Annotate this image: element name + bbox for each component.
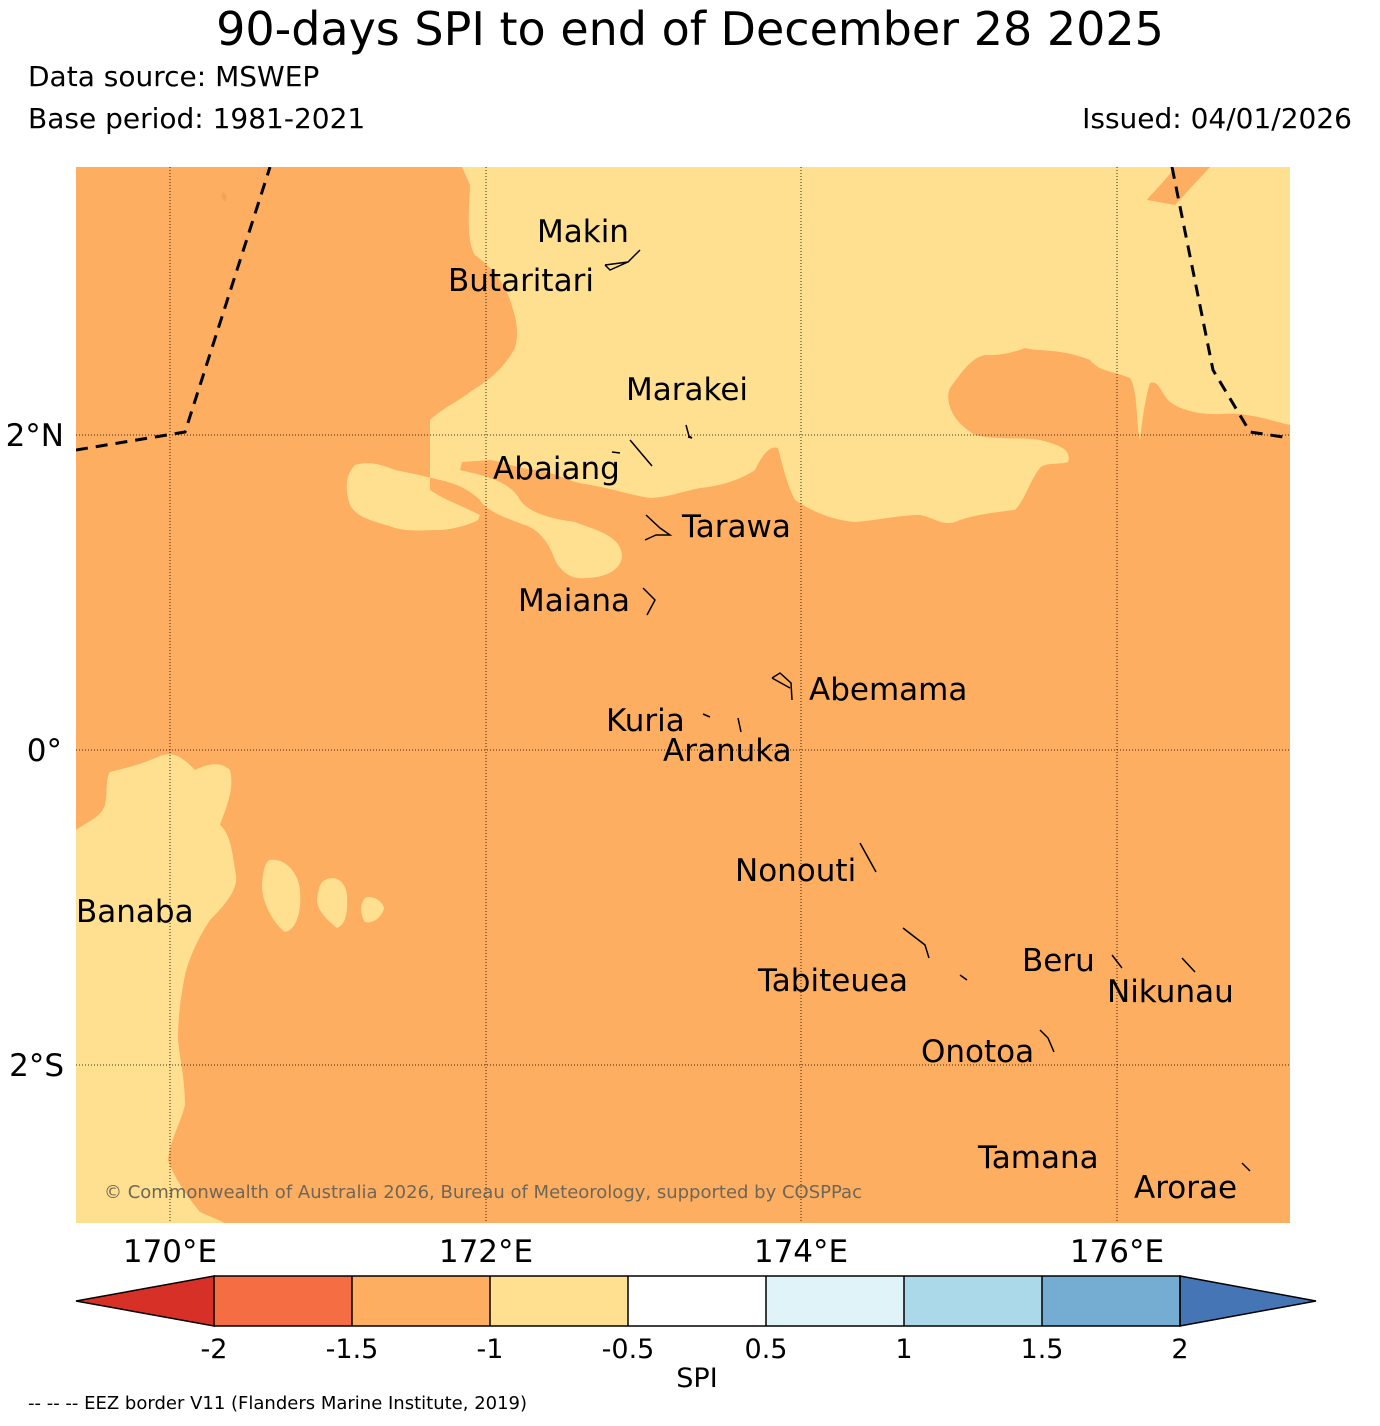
island-shape-tarawa (644, 514, 673, 541)
label-butaritari: Butaritari (448, 263, 594, 299)
base-period-label: Base period: 1981-2021 (28, 102, 366, 135)
label-marakei: Marakei (626, 372, 748, 408)
colorbar-tick: -1.5 (326, 1334, 379, 1365)
spi-colorbar: -2 -1.5 -1 -0.5 0.5 1 1.5 2 SPI (75, 1275, 1317, 1394)
island-shape-arorae (1241, 1162, 1251, 1172)
island-shape-butaritari (604, 249, 641, 271)
colorbar-tick: 2 (1171, 1334, 1188, 1365)
island-shape-beru (1111, 954, 1123, 969)
spi-patch-nw (221, 192, 227, 202)
label-nonouti: Nonouti (735, 853, 856, 889)
colorbar-tick: 1 (895, 1334, 912, 1365)
colorbar-title: SPI (676, 1363, 717, 1394)
colorbar-class-4 (628, 1276, 766, 1326)
island-shape-abaiang (611, 439, 653, 467)
lat-tick-2n: 2°N (6, 418, 64, 454)
label-arorae: Arorae (1134, 1170, 1237, 1206)
label-abemama: Abemama (809, 672, 967, 708)
island-shape-nikunau (1181, 957, 1196, 973)
label-onotoa: Onotoa (921, 1034, 1034, 1070)
colorbar-class-2 (352, 1276, 490, 1326)
colorbar-extend-low (75, 1275, 215, 1327)
label-maiana: Maiana (518, 583, 630, 619)
label-tarawa: Tarawa (681, 509, 791, 545)
spi-patch-w1 (262, 859, 301, 932)
lat-tick-0: 0° (27, 733, 62, 769)
eez-border (76, 167, 1290, 452)
colorbar-tick: -0.5 (602, 1334, 655, 1365)
label-tabiteuea: Tabiteuea (757, 963, 908, 999)
colorbar-tick: -1 (477, 1334, 504, 1365)
spi-field (76, 167, 1290, 1223)
lon-tick-174: 174°E (754, 1234, 848, 1270)
issued-date-label: Issued: 04/01/2026 (1082, 102, 1352, 135)
copyright-notice: © Commonwealth of Australia 2026, Bureau… (104, 1182, 862, 1203)
island-shape-nonouti (859, 842, 877, 873)
colorbar-class-1 (214, 1276, 352, 1326)
axis-labels: 170°E 172°E 174°E 176°E 2°N 0° 2°S (6, 418, 1165, 1270)
colorbar-class-7 (1042, 1276, 1180, 1326)
colorbar-tick: 1.5 (1021, 1334, 1064, 1365)
spi-region-north (346, 167, 1290, 579)
lon-tick-172: 172°E (439, 1234, 533, 1270)
spi-patch-w3 (361, 897, 384, 923)
lon-tick-170: 170°E (123, 1234, 217, 1270)
colorbar-class-3 (490, 1276, 628, 1326)
island-shape-aranuka (737, 717, 742, 733)
island-shape-marakei (685, 424, 693, 439)
island-shape-tabiteuea (902, 927, 968, 981)
island-outlines (604, 249, 1251, 1172)
lat-tick-2s: 2°S (9, 1048, 64, 1084)
lon-tick-176: 176°E (1070, 1234, 1164, 1270)
island-shape-maiana (642, 587, 656, 616)
data-source-label: Data source: MSWEP (28, 60, 320, 93)
label-kuria: Kuria (606, 703, 685, 739)
island-labels: Makin Butaritari Marakei Abaiang Tarawa … (76, 214, 1237, 1206)
colorbar-class-6 (904, 1276, 1042, 1326)
label-nikunau: Nikunau (1107, 974, 1234, 1010)
label-banaba: Banaba (76, 894, 194, 930)
spi-patch-w2 (317, 878, 348, 928)
colorbar-tick: 0.5 (745, 1334, 788, 1365)
eez-footnote: -- -- -- EEZ border V11 (Flanders Marine… (28, 1393, 528, 1414)
label-abaiang: Abaiang (493, 451, 620, 487)
spi-region-west (76, 754, 237, 1223)
colorbar-tick: -2 (201, 1334, 228, 1365)
island-shape-onotoa (1039, 1029, 1055, 1053)
gridlines (76, 167, 1290, 1223)
island-shape-abemama (771, 672, 793, 701)
label-makin: Makin (537, 214, 629, 250)
colorbar-class-5 (766, 1276, 904, 1326)
colorbar-extend-high (1179, 1275, 1317, 1327)
label-tamana: Tamana (977, 1140, 1099, 1176)
map-title: 90-days SPI to end of December 28 2025 (216, 2, 1164, 56)
label-beru: Beru (1022, 943, 1095, 979)
label-aranuka: Aranuka (663, 733, 792, 769)
island-shape-kuria (702, 713, 711, 718)
